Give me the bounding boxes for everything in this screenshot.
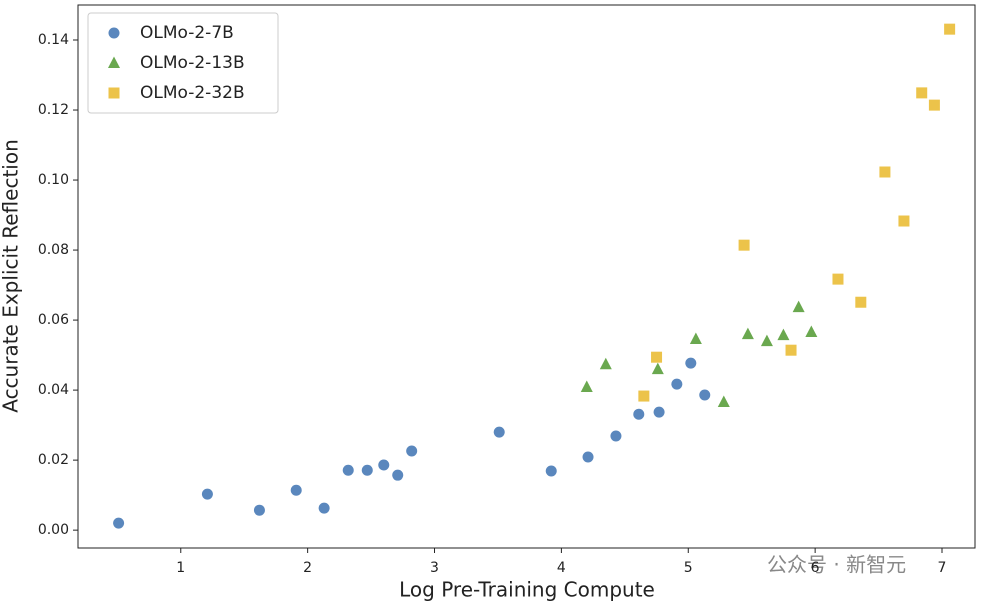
y-tick-label: 0.10 xyxy=(38,172,69,188)
point xyxy=(653,406,665,418)
point xyxy=(855,296,867,308)
legend-box xyxy=(87,12,279,114)
point xyxy=(898,215,910,227)
point xyxy=(717,395,730,408)
legend-label: OLMo-2-13B xyxy=(140,53,245,73)
point xyxy=(361,464,373,476)
x-tick-label: 5 xyxy=(684,560,693,576)
y-tick-label: 0.02 xyxy=(38,452,69,468)
point xyxy=(651,351,663,363)
legend-marker xyxy=(108,27,120,39)
point xyxy=(638,390,650,402)
point xyxy=(253,504,265,516)
point xyxy=(944,23,956,35)
point xyxy=(741,327,754,340)
legend-marker xyxy=(108,56,120,68)
legend-label: OLMo-2-32B xyxy=(140,83,245,103)
point xyxy=(201,488,213,500)
y-tick-label: 0.00 xyxy=(38,522,69,538)
point xyxy=(792,300,805,313)
point xyxy=(342,464,354,476)
point xyxy=(599,357,612,370)
point xyxy=(777,328,790,341)
x-tick-label: 6 xyxy=(811,560,820,576)
point xyxy=(580,380,593,392)
point xyxy=(651,362,664,375)
point xyxy=(392,469,404,481)
point xyxy=(290,484,302,496)
point xyxy=(671,378,683,390)
point xyxy=(406,445,418,457)
point xyxy=(832,273,844,285)
point xyxy=(916,87,928,99)
x-tick-label: 7 xyxy=(938,560,947,576)
x-tick-label: 4 xyxy=(557,560,566,576)
point xyxy=(610,430,622,442)
point xyxy=(928,99,940,111)
legend-marker xyxy=(108,87,120,99)
point xyxy=(785,344,797,356)
point xyxy=(689,332,702,344)
y-tick-label: 0.06 xyxy=(38,312,69,328)
point xyxy=(805,325,818,337)
y-tick-label: 0.08 xyxy=(38,242,69,258)
point xyxy=(633,408,645,420)
x-tick-label: 2 xyxy=(303,560,312,576)
point xyxy=(685,357,697,369)
y-axis-title: Accurate Explicit Reflection xyxy=(0,139,23,413)
point xyxy=(493,426,505,438)
point xyxy=(699,389,711,401)
point xyxy=(545,465,557,477)
x-tick-label: 1 xyxy=(176,560,185,576)
point xyxy=(318,502,330,514)
point xyxy=(582,451,594,463)
y-tick-label: 0.04 xyxy=(38,382,69,398)
point xyxy=(113,517,125,529)
watermark: 公众号 · 新智元 xyxy=(767,553,906,577)
x-axis-title: Log Pre-Training Compute xyxy=(399,578,655,602)
point xyxy=(760,334,773,347)
point xyxy=(378,459,390,471)
x-tick-label: 3 xyxy=(430,560,439,576)
y-tick-label: 0.14 xyxy=(38,32,69,48)
y-tick-label: 0.12 xyxy=(38,102,69,118)
legend-label: OLMo-2-7B xyxy=(140,23,234,43)
point xyxy=(738,239,750,251)
point xyxy=(879,166,891,178)
plot-frame xyxy=(77,4,976,549)
